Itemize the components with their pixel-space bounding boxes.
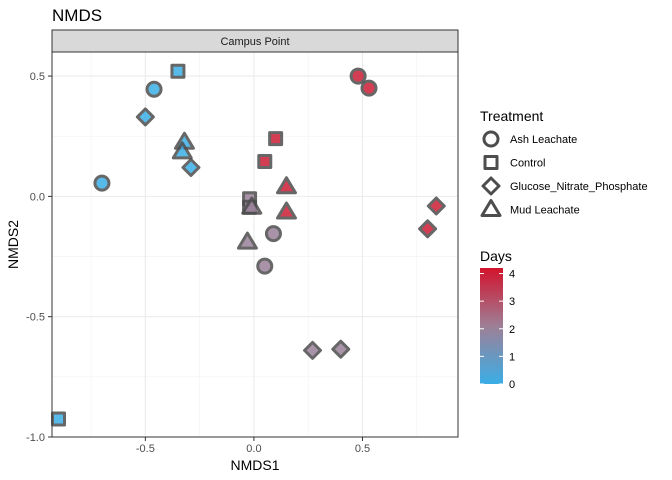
legend-key-triangle <box>480 199 502 217</box>
y-tick-label: -1.0 <box>26 432 45 444</box>
legend-label: Mud Leachate <box>510 205 580 217</box>
treatment-legend: Treatment Ash Leachate Control Glucose_Nit… <box>480 108 648 217</box>
colorbar-tick-label: 0 <box>509 379 515 391</box>
legend-key-circle <box>482 130 500 148</box>
panel-border <box>51 51 459 438</box>
data-point <box>170 63 186 79</box>
data-point <box>135 107 155 127</box>
data-point <box>349 67 367 85</box>
data-point <box>275 201 297 220</box>
data-point <box>331 339 351 359</box>
data-point <box>51 411 67 427</box>
y-axis: -1.0 -0.5 0.0 0.5 <box>26 71 52 444</box>
y-tick-label: -0.5 <box>26 312 45 324</box>
minor-gridlines <box>52 52 458 437</box>
data-point <box>181 158 201 177</box>
data-point <box>275 176 297 195</box>
data-point <box>426 196 446 216</box>
data-point <box>303 340 323 360</box>
legend-label: Glucose_Nitrate_Phosphate <box>510 181 648 193</box>
x-tick-label: 0.5 <box>355 443 370 455</box>
colorbar-tick-label: 2 <box>509 324 515 336</box>
data-point <box>256 257 274 275</box>
days-colorbar <box>480 268 503 384</box>
data-point <box>257 153 273 169</box>
data-points <box>51 63 446 427</box>
treatment-legend-title: Treatment <box>480 108 543 124</box>
legend-label: Control <box>510 158 545 170</box>
y-tick-label: 0.0 <box>30 191 45 203</box>
data-point <box>268 131 284 147</box>
data-point <box>264 225 282 243</box>
data-point <box>241 196 263 215</box>
data-point <box>93 174 111 192</box>
data-point <box>418 219 438 239</box>
days-legend: Days 0 1 2 3 4 <box>480 248 515 391</box>
chart-title: NMDS <box>52 6 102 25</box>
days-legend-title: Days <box>480 248 512 264</box>
x-tick-label: 0.0 <box>246 443 261 455</box>
colorbar-tick-label: 1 <box>509 351 515 363</box>
x-axis-title: NMDS1 <box>230 457 279 473</box>
colorbar-tick-label: 4 <box>509 269 515 281</box>
legend-key-diamond <box>481 176 501 196</box>
data-point <box>145 80 163 98</box>
data-point <box>360 79 378 97</box>
y-axis-title: NMDS2 <box>5 220 21 269</box>
colorbar-tick-label: 3 <box>509 296 515 308</box>
data-point <box>236 231 258 250</box>
facet-label: Campus Point <box>220 36 289 48</box>
legend-label: Ash Leachate <box>510 134 577 146</box>
data-point <box>171 141 193 160</box>
y-tick-label: 0.5 <box>30 71 45 83</box>
x-axis: -0.5 0.0 0.5 <box>136 437 370 455</box>
legend-key-square <box>483 155 499 170</box>
x-tick-label: -0.5 <box>136 443 155 455</box>
